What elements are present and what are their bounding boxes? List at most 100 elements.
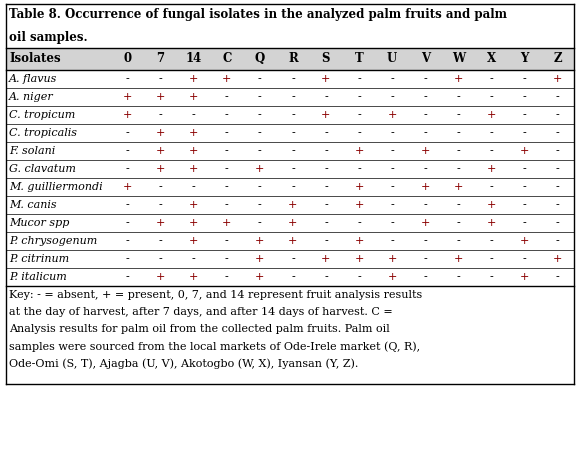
Text: -: - (291, 164, 295, 174)
Text: +: + (123, 110, 132, 120)
Text: -: - (324, 146, 328, 156)
Text: -: - (192, 182, 195, 192)
Text: +: + (189, 92, 198, 102)
Text: +: + (321, 74, 331, 84)
Text: -: - (456, 146, 460, 156)
Text: -: - (258, 200, 262, 210)
Text: -: - (556, 200, 559, 210)
Text: Q: Q (255, 53, 265, 66)
Text: -: - (225, 254, 229, 264)
Text: -: - (258, 182, 262, 192)
Text: -: - (225, 164, 229, 174)
Text: -: - (291, 254, 295, 264)
Text: -: - (225, 272, 229, 282)
Bar (6, 196, 574, 214)
Text: -: - (456, 236, 460, 246)
Text: -: - (556, 272, 559, 282)
Text: -: - (258, 218, 262, 228)
Bar (6, 178, 574, 196)
Text: +: + (454, 74, 463, 84)
Text: -: - (423, 272, 427, 282)
Text: -: - (556, 164, 559, 174)
Text: +: + (387, 272, 397, 282)
Text: +: + (189, 218, 198, 228)
Text: +: + (520, 272, 529, 282)
Text: +: + (156, 128, 165, 138)
Text: -: - (126, 74, 129, 84)
Text: -: - (556, 218, 559, 228)
Text: -: - (159, 110, 162, 120)
Text: -: - (324, 182, 328, 192)
Text: -: - (324, 92, 328, 102)
Text: +: + (553, 254, 562, 264)
Text: +: + (354, 200, 364, 210)
Text: +: + (520, 146, 529, 156)
Text: -: - (456, 92, 460, 102)
Text: -: - (456, 128, 460, 138)
Text: +: + (255, 254, 264, 264)
Text: +: + (553, 74, 562, 84)
Text: +: + (255, 272, 264, 282)
Text: +: + (454, 254, 463, 264)
Text: -: - (523, 200, 526, 210)
Text: +: + (387, 110, 397, 120)
Text: -: - (423, 236, 427, 246)
Text: P. citrinum: P. citrinum (9, 254, 69, 264)
Text: -: - (390, 200, 394, 210)
Text: -: - (291, 146, 295, 156)
Text: -: - (291, 128, 295, 138)
Text: -: - (490, 146, 493, 156)
Text: P. italicum: P. italicum (9, 272, 67, 282)
Text: -: - (523, 110, 526, 120)
Text: +: + (156, 218, 165, 228)
Text: -: - (456, 110, 460, 120)
Text: samples were sourced from the local markets of Ode-Irele market (Q, R),: samples were sourced from the local mark… (9, 341, 420, 352)
Text: -: - (159, 74, 162, 84)
Text: -: - (556, 92, 559, 102)
Text: -: - (225, 236, 229, 246)
Text: +: + (255, 236, 264, 246)
Text: -: - (192, 254, 195, 264)
Text: -: - (225, 128, 229, 138)
Text: +: + (189, 146, 198, 156)
Text: -: - (357, 128, 361, 138)
Text: Isolates: Isolates (9, 53, 61, 66)
Text: C: C (222, 53, 231, 66)
Text: -: - (225, 200, 229, 210)
Text: -: - (423, 92, 427, 102)
Text: Analysis results for palm oil from the collected palm fruits. Palm oil: Analysis results for palm oil from the c… (9, 324, 390, 334)
Bar (6, 286, 574, 384)
Text: +: + (288, 236, 298, 246)
Text: U: U (387, 53, 397, 66)
Bar (6, 160, 574, 178)
Text: at the day of harvest, after 7 days, and after 14 days of harvest. C =: at the day of harvest, after 7 days, and… (9, 307, 393, 317)
Text: -: - (258, 92, 262, 102)
Text: S: S (322, 53, 330, 66)
Text: -: - (390, 128, 394, 138)
Text: +: + (156, 272, 165, 282)
Text: R: R (288, 53, 298, 66)
Text: -: - (192, 110, 195, 120)
Text: -: - (490, 74, 493, 84)
Text: +: + (454, 182, 463, 192)
Text: Y: Y (520, 53, 528, 66)
Text: -: - (490, 128, 493, 138)
Text: +: + (288, 200, 298, 210)
Text: -: - (390, 146, 394, 156)
Text: -: - (159, 182, 162, 192)
Text: +: + (123, 182, 132, 192)
Text: +: + (354, 254, 364, 264)
Text: A. flavus: A. flavus (9, 74, 57, 84)
Text: -: - (556, 146, 559, 156)
Text: -: - (258, 146, 262, 156)
Text: M. guilliermondi: M. guilliermondi (9, 182, 103, 192)
Bar (6, 214, 574, 232)
Text: -: - (126, 236, 129, 246)
Text: oil samples.: oil samples. (9, 32, 88, 45)
Text: +: + (156, 92, 165, 102)
Text: -: - (291, 92, 295, 102)
Text: -: - (390, 218, 394, 228)
Text: -: - (225, 146, 229, 156)
Text: Ode-Omi (S, T), Ajagba (U, V), Akotogbo (W, X), Iyansan (Y, Z).: Ode-Omi (S, T), Ajagba (U, V), Akotogbo … (9, 358, 358, 369)
Text: +: + (321, 110, 331, 120)
